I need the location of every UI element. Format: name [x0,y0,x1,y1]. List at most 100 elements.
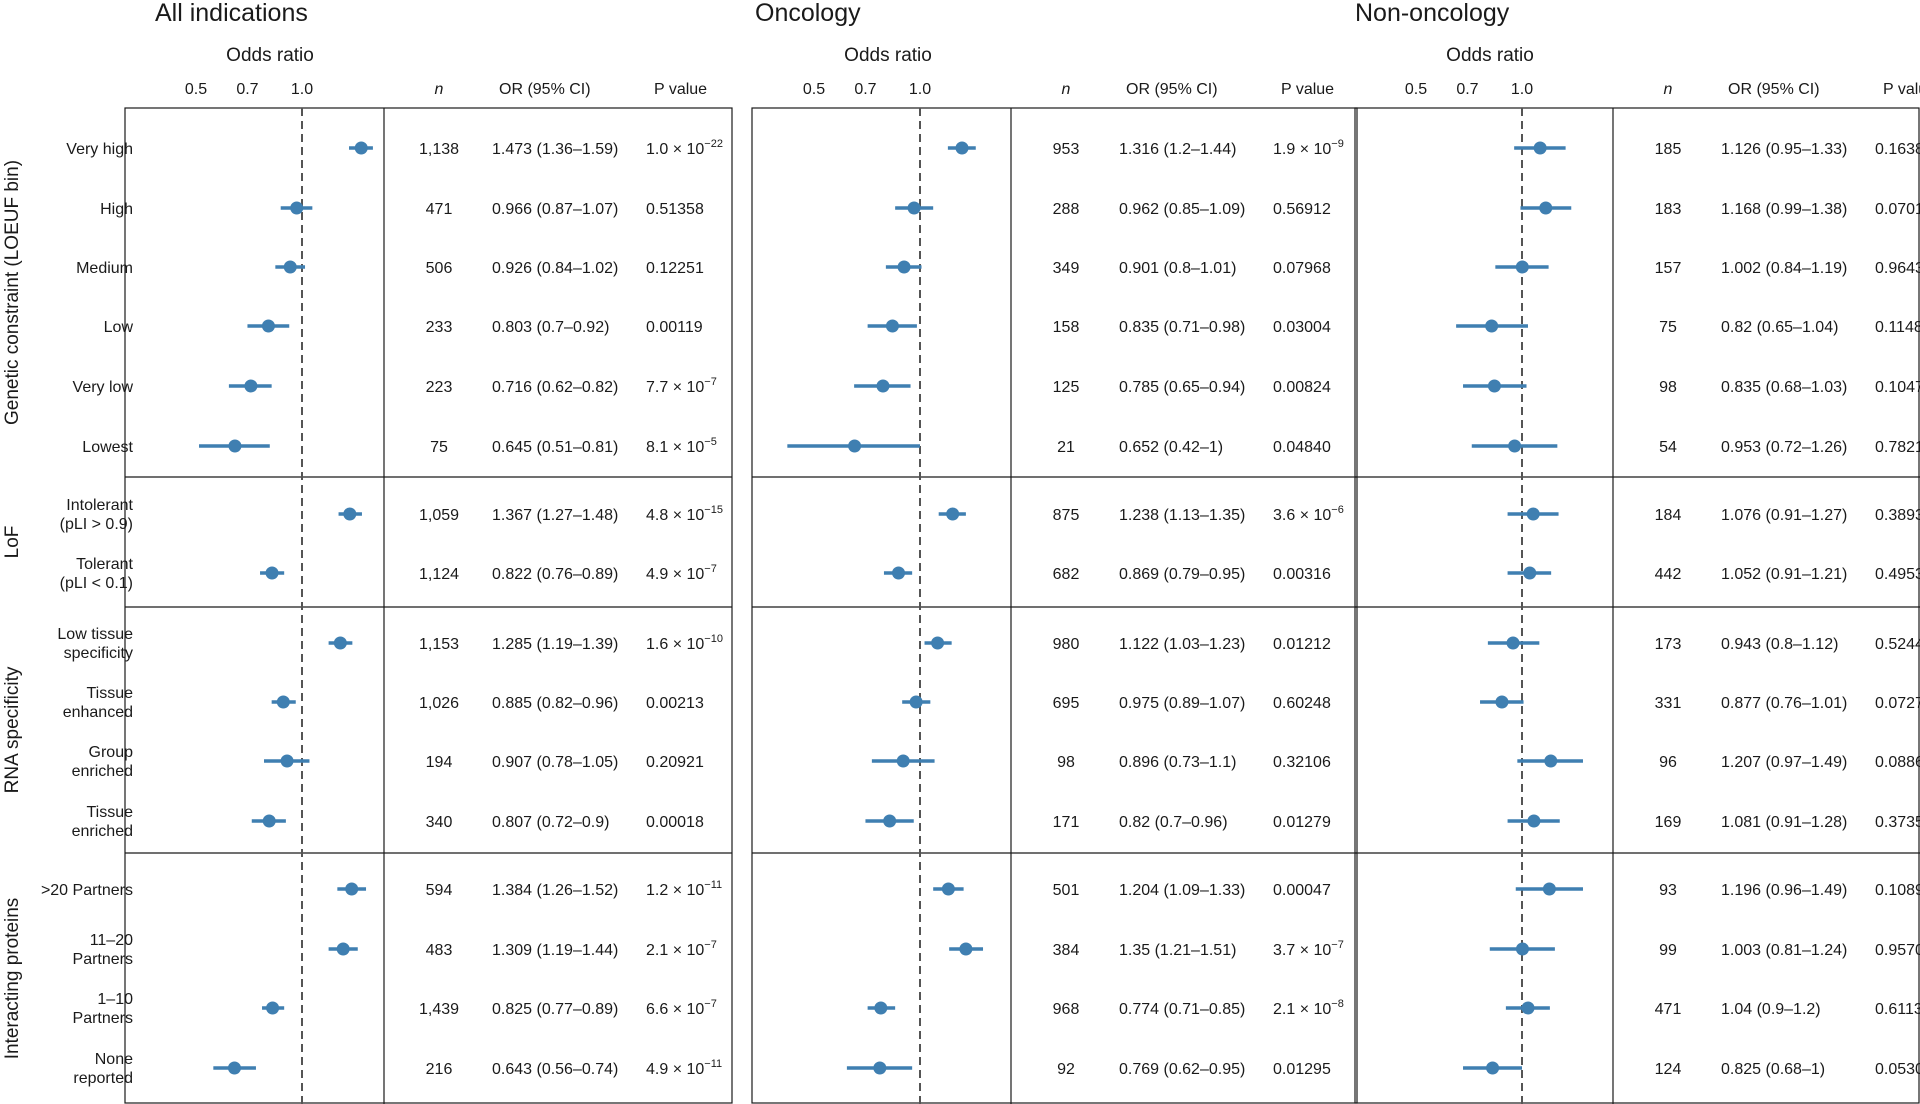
cell-n: 96 [1659,754,1677,771]
point-estimate [1485,319,1499,333]
cell-p-value: 4.8 × 10−15 [646,504,723,524]
cell-n: 1,439 [419,1001,459,1018]
cell-p-value: 7.7 × 10−7 [646,376,717,396]
cell-or-ci: 1.473 (1.36–1.59) [492,141,618,158]
cell-or-ci: 0.807 (0.72–0.9) [492,814,609,831]
point-estimate [244,379,258,393]
row-label-line: Tissue [86,685,133,702]
p-exponent: −22 [704,138,723,150]
point-estimate [909,695,923,709]
row-label-line: specificity [64,645,133,662]
cell-or-ci: 1.168 (0.99–1.38) [1721,201,1847,218]
statistics-table: 1,138 1.473 (1.36–1.59) 1.0 × 10−22 471 0.96… [419,138,1920,1078]
cell-or-ci: 0.962 (0.85–1.09) [1119,201,1245,218]
p-exponent: −7 [704,939,717,951]
cell-p-value: 0.07968 [1273,260,1331,277]
point-estimate [876,379,890,393]
point-estimate [1527,814,1541,828]
point-estimate [228,439,242,453]
row-label: Tissue enhanced [63,685,133,721]
panel-frames [124,107,1920,1104]
cell-n: 506 [426,260,453,277]
cell-n: 124 [1655,1061,1682,1078]
group-label: Genetic constraint (LOEUF bin) [2,160,23,425]
cell-p-value: 0.05305 [1875,1061,1920,1078]
panel-frame [124,107,733,1104]
point-estimate [345,882,359,896]
cell-p-value: 3.7 × 10−7 [1273,939,1344,959]
header-p-value: P value [654,81,707,98]
cell-p-value: 0.38935 [1875,507,1920,524]
row-label-line: (pLI < 0.1) [60,575,133,592]
cell-n: 21 [1057,439,1075,456]
cell-or-ci: 0.943 (0.8–1.12) [1721,636,1838,653]
cell-n: 594 [426,882,453,899]
cell-or-ci: 1.316 (1.2–1.44) [1119,141,1236,158]
point-estimate [265,566,279,580]
p-exponent: −9 [1331,138,1344,150]
point-estimate [1533,141,1547,155]
cell-p-value: 0.10478 [1875,379,1920,396]
cell-p-value: 0.07014 [1875,201,1920,218]
cell-p-value: 2.1 × 10−8 [1273,998,1344,1018]
cell-or-ci: 0.82 (0.65–1.04) [1721,319,1838,336]
cell-p-value: 1.6 × 10−10 [646,633,723,653]
p-exponent: −15 [704,504,723,516]
cell-n: 98 [1659,379,1677,396]
row-label: Very low [73,379,134,396]
cell-or-ci: 1.081 (0.91–1.28) [1721,814,1847,831]
cell-or-ci: 0.774 (0.71–0.85) [1119,1001,1245,1018]
cell-p-value: 0.00213 [646,695,704,712]
cell-n: 223 [426,379,453,396]
x-tick-label: 1.0 [1511,81,1533,98]
point-estimate [1487,379,1501,393]
x-tick-label: 0.5 [1405,81,1427,98]
header-n: n [435,81,444,98]
header-p-value: P value [1281,81,1334,98]
header-n: n [1664,81,1673,98]
cell-or-ci: 0.901 (0.8–1.01) [1119,260,1236,277]
cell-n: 442 [1655,566,1682,583]
cell-n: 682 [1053,566,1080,583]
header-or-ci: OR (95% CI) [1126,81,1218,98]
cell-or-ci: 0.803 (0.7–0.92) [492,319,609,336]
cell-or-ci: 0.975 (0.89–1.07) [1119,695,1245,712]
cell-or-ci: 1.35 (1.21–1.51) [1119,942,1236,959]
cell-n: 1,124 [419,566,459,583]
cell-or-ci: 0.835 (0.71–0.98) [1119,319,1245,336]
cell-or-ci: 1.04 (0.9–1.2) [1721,1001,1821,1018]
point-estimate [290,201,304,215]
cell-p-value: 0.08863 [1875,754,1920,771]
cell-n: 171 [1053,814,1080,831]
cell-or-ci: 0.877 (0.76–1.01) [1721,695,1847,712]
row-label-line: Partners [73,1010,133,1027]
cell-or-ci: 1.285 (1.19–1.39) [492,636,618,653]
cell-p-value: 0.32106 [1273,754,1331,771]
cell-p-value: 0.00018 [646,814,704,831]
cell-n: 158 [1053,319,1080,336]
cell-n: 183 [1655,201,1682,218]
cell-or-ci: 0.643 (0.56–0.74) [492,1061,618,1078]
cell-or-ci: 0.953 (0.72–1.26) [1721,439,1847,456]
row-label-line: Group [89,744,134,761]
row-label: Tolerant (pLI < 0.1) [60,556,134,592]
point-estimate [1515,942,1529,956]
x-tick-label: 1.0 [909,81,931,98]
cell-p-value: 0.56912 [1273,201,1331,218]
point-estimate [1523,566,1537,580]
column-headers: All indications Odds ratio 0.5 0.7 1.0 n OR (9… [155,0,1920,98]
cell-n: 194 [426,754,453,771]
point-estimate [874,1001,888,1015]
cell-or-ci: 1.207 (0.97–1.49) [1721,754,1847,771]
cell-n: 233 [426,319,453,336]
cell-p-value: 0.96434 [1875,260,1920,277]
panel-title: Oncology [755,0,861,27]
row-label-line: Partners [73,951,133,968]
point-estimate [848,439,862,453]
row-label-line: Intolerant [66,497,133,514]
point-estimate [1544,754,1558,768]
row-label: Low tissue specificity [57,626,133,662]
